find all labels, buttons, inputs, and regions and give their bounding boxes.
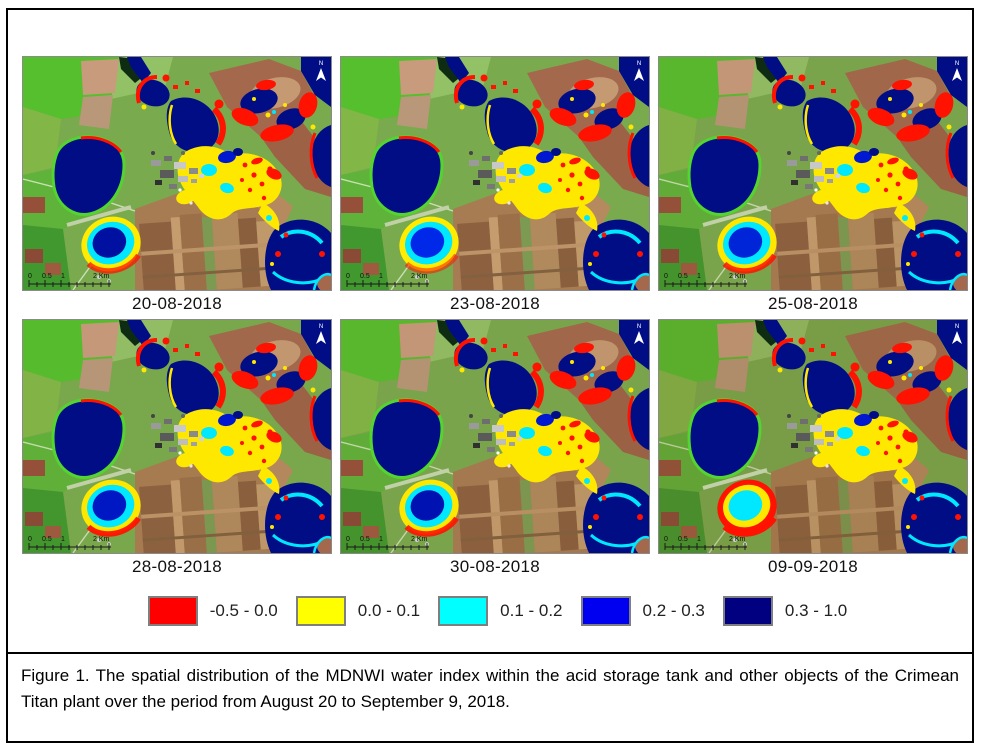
map-panel-5: 30-08-2018 xyxy=(340,319,650,580)
map-date-label-5: 30-08-2018 xyxy=(450,557,540,576)
map-panel-2: 23-08-2018 xyxy=(340,56,650,317)
figure-caption: Figure 1. The spatial distribution of th… xyxy=(21,666,959,711)
legend-label: 0.0 - 0.1 xyxy=(357,601,421,620)
map-panel-4: 28-08-2018 xyxy=(22,319,332,580)
map-date-label-4: 28-08-2018 xyxy=(132,557,222,576)
legend-swatch-red xyxy=(147,596,198,626)
legend-swatch-navy xyxy=(722,596,773,626)
map-date-label-1: 20-08-2018 xyxy=(132,294,222,313)
satellite-map-4 xyxy=(22,319,332,554)
legend-swatch-cyan xyxy=(438,596,489,626)
figure-frame: 20-08-2018 23-08-2018 25-08-2018 28-08-2… xyxy=(6,8,974,743)
legend-item-2: 0.0 - 0.1 xyxy=(295,596,421,626)
legend-label: 0.1 - 0.2 xyxy=(500,601,563,620)
satellite-map-1 xyxy=(22,56,332,291)
figure-content: 20-08-2018 23-08-2018 25-08-2018 28-08-2… xyxy=(8,10,972,652)
legend-label: 0.3 - 1.0 xyxy=(784,601,848,620)
map-date-label-2: 23-08-2018 xyxy=(450,294,540,313)
map-date-label-3: 25-08-2018 xyxy=(768,294,858,313)
legend-item-1: -0.5 - 0.0 xyxy=(147,596,278,626)
legend-label: 0.2 - 0.3 xyxy=(642,601,705,620)
map-panel-1: 20-08-2018 xyxy=(22,56,332,317)
satellite-map-5 xyxy=(340,319,650,554)
map-legend: -0.5 - 0.0 0.0 - 0.1 0.1 - 0.2 0.2 - 0.3… xyxy=(23,596,972,626)
satellite-map-2 xyxy=(340,56,650,291)
legend-swatch-blue xyxy=(580,596,631,626)
legend-item-4: 0.2 - 0.3 xyxy=(580,596,705,626)
caption-cell: Figure 1. The spatial distribution of th… xyxy=(8,652,972,741)
map-date-label-6: 09-09-2018 xyxy=(768,557,858,576)
satellite-map-6 xyxy=(658,319,968,554)
legend-swatch-yellow xyxy=(295,596,346,626)
map-panel-6: 09-09-2018 xyxy=(658,319,968,580)
map-panel-3: 25-08-2018 xyxy=(658,56,968,317)
maps-grid: 20-08-2018 23-08-2018 25-08-2018 28-08-2… xyxy=(22,56,972,580)
satellite-map-3 xyxy=(658,56,968,291)
legend-item-5: 0.3 - 1.0 xyxy=(722,596,848,626)
legend-item-3: 0.1 - 0.2 xyxy=(438,596,563,626)
legend-label: -0.5 - 0.0 xyxy=(209,601,278,620)
